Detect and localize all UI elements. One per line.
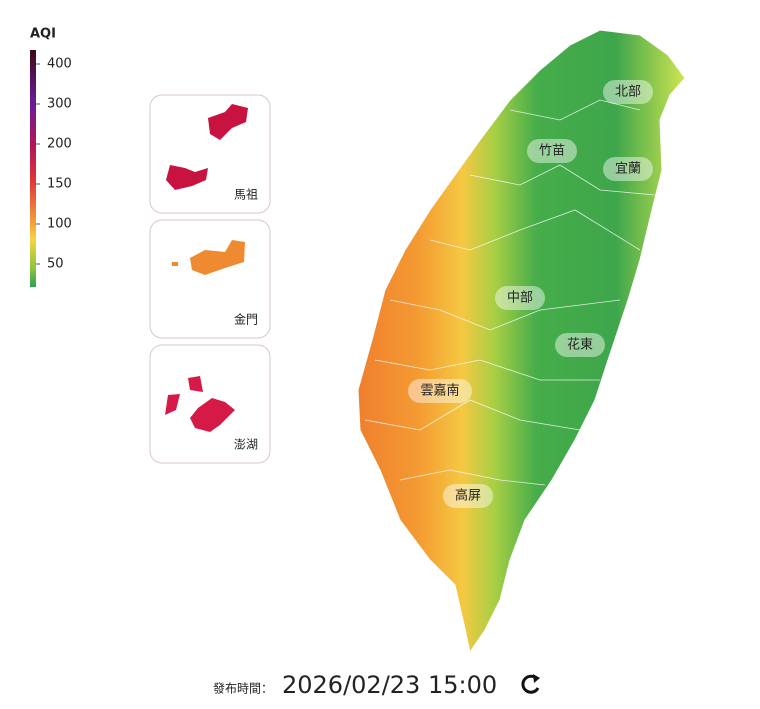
region-label: 雲嘉南 — [420, 383, 459, 399]
region-pill — [443, 484, 493, 508]
legend-tick-label: 100 — [47, 217, 72, 232]
refresh-button[interactable] — [521, 674, 540, 694]
inset-label: 金門 — [234, 312, 258, 327]
region-pill — [603, 80, 653, 104]
legend-tick-label: 400 — [47, 57, 72, 72]
legend-tick-label: 150 — [47, 177, 72, 192]
legend-tick-label: 50 — [47, 257, 64, 272]
region-label: 宜蘭 — [615, 161, 641, 177]
legend-tick-label: 200 — [47, 137, 72, 152]
region-label: 中部 — [507, 291, 533, 306]
region-pill — [555, 333, 605, 357]
region-pill — [527, 139, 577, 163]
region-pill — [603, 157, 653, 181]
taiwan-main-island — [357, 29, 686, 654]
legend-tick-label: 300 — [47, 97, 72, 112]
inset-label: 馬祖 — [234, 187, 258, 202]
color-bar — [30, 50, 36, 287]
footer-label: 發布時間： — [213, 681, 273, 696]
publish-time: 2026/02/23 15:00 — [282, 671, 497, 699]
region-label: 花東 — [567, 337, 593, 353]
legend-title: AQI — [30, 27, 56, 42]
region-label: 北部 — [615, 85, 641, 100]
region-pill — [408, 379, 472, 403]
county-borders — [364, 99, 656, 486]
inset-label: 澎湖 — [234, 437, 258, 452]
region-label: 高屏 — [455, 488, 481, 504]
region-label: 竹苗 — [539, 144, 565, 159]
region-pill — [495, 286, 545, 310]
inset-shapes — [165, 104, 248, 432]
